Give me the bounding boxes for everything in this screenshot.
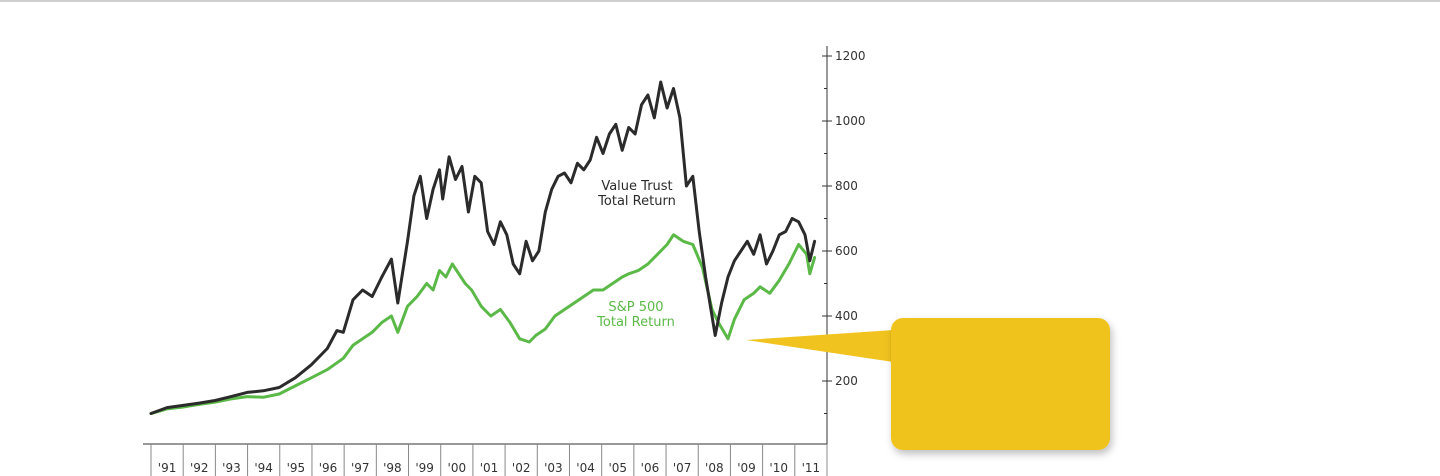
y-tick-label: 1200 (835, 49, 866, 63)
x-tick-label: '98 (383, 461, 402, 475)
x-tick-label: '04 (576, 461, 595, 475)
y-tick-label: 200 (835, 374, 858, 388)
series-line-sp500 (149, 233, 817, 415)
y-tick-label: 1000 (835, 114, 866, 128)
x-tick-label: '07 (673, 461, 692, 475)
x-tick-label: '09 (737, 461, 756, 475)
x-tick-label: '91 (158, 461, 177, 475)
x-tick-label: '94 (254, 461, 273, 475)
y-tick-label: 400 (835, 309, 858, 323)
x-tick-label: '02 (512, 461, 531, 475)
x-tick-label: '08 (705, 461, 724, 475)
x-tick-label: '03 (544, 461, 563, 475)
series-label-line: Total Return (597, 194, 676, 209)
x-tick-label: '00 (448, 461, 467, 475)
top-rule (0, 0, 1440, 2)
x-tick-label: '99 (415, 461, 434, 475)
x-tick-label: '11 (802, 461, 821, 475)
x-tick-label: '95 (287, 461, 306, 475)
series-label-value-trust: Value Trust Total Return (597, 179, 676, 209)
series-line-value-trust (149, 80, 817, 415)
x-tick-label: '10 (769, 461, 788, 475)
x-tick-label: '96 (319, 461, 338, 475)
y-tick-label: 600 (835, 244, 858, 258)
callout-pointer (746, 330, 893, 362)
x-tick-label: '92 (190, 461, 209, 475)
series-label-line: Value Trust (601, 179, 672, 194)
x-tick-label: '97 (351, 461, 370, 475)
x-tick-label: '05 (608, 461, 627, 475)
series-label-line: S&P 500 (608, 300, 663, 315)
series-label-sp500: S&P 500 Total Return (596, 300, 675, 330)
callout-box (891, 318, 1110, 450)
series-label-line: Total Return (596, 315, 675, 330)
x-tick-label: '01 (480, 461, 499, 475)
x-tick-label: '06 (641, 461, 660, 475)
x-tick-label: '93 (222, 461, 241, 475)
y-tick-label: 800 (835, 179, 858, 193)
